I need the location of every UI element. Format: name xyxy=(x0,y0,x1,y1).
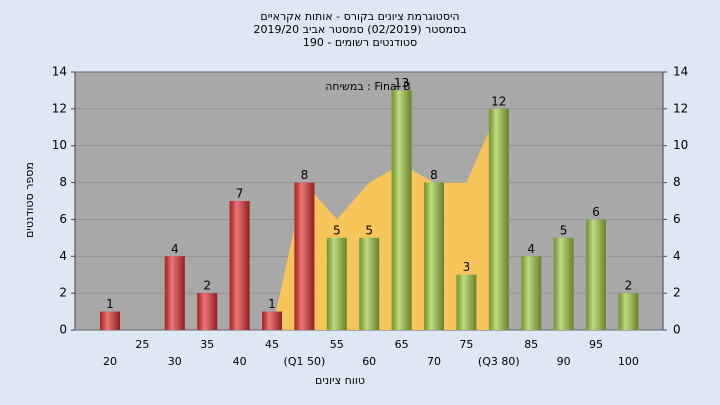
y-tick-label: 10 xyxy=(52,138,67,152)
x-tick-label: 65 xyxy=(395,338,409,351)
value-label: 4 xyxy=(171,242,179,256)
x-tick-label: 20 xyxy=(103,355,117,368)
x-tick-label: 45 xyxy=(265,338,279,351)
x-tick-label: 55 xyxy=(330,338,344,351)
bar-shade xyxy=(618,293,639,330)
y-tick-label: 8 xyxy=(59,175,67,189)
y-tick-label: 14 xyxy=(52,65,67,79)
x-tick-label: 90 xyxy=(557,355,571,368)
bar-shade xyxy=(294,182,315,330)
x-tick-label: 30 xyxy=(168,355,182,368)
value-label: 13 xyxy=(394,76,409,90)
value-label: 1 xyxy=(106,297,114,311)
x-tick-label: 70 xyxy=(427,355,441,368)
bar-shade xyxy=(456,274,477,330)
bar-shade xyxy=(197,293,218,330)
y-tick-label: 2 xyxy=(59,286,67,300)
bar-shade xyxy=(326,237,347,330)
y-axis-label: מספר סטודנטים xyxy=(23,162,36,238)
y-tick-label: 6 xyxy=(59,212,67,226)
y2-tick-label: 6 xyxy=(673,212,681,226)
bar-shade xyxy=(488,108,509,330)
x-tick-label: 35 xyxy=(200,338,214,351)
value-label: 5 xyxy=(333,223,341,237)
bar-shade xyxy=(553,237,574,330)
value-label: 7 xyxy=(236,187,244,201)
value-label: 2 xyxy=(625,279,633,293)
x-tick-label: 25 xyxy=(135,338,149,351)
bar-shade xyxy=(424,182,444,330)
annotation: במשיחה : Final B xyxy=(325,80,411,93)
y2-tick-label: 2 xyxy=(673,286,681,300)
value-label: 8 xyxy=(430,168,438,182)
value-label: 8 xyxy=(301,168,309,182)
y2-tick-label: 12 xyxy=(673,101,688,115)
bar-shade xyxy=(586,219,606,330)
value-label: 5 xyxy=(560,223,568,237)
y2-tick-label: 10 xyxy=(673,138,688,152)
value-label: 12 xyxy=(491,94,506,108)
value-label: 1 xyxy=(268,297,276,311)
value-label: 3 xyxy=(463,260,471,274)
x-tick-label: 40 xyxy=(233,355,247,368)
value-label: 6 xyxy=(592,205,600,219)
bar-shade xyxy=(262,311,282,330)
y2-tick-label: 0 xyxy=(673,323,681,337)
y-tick-label: 12 xyxy=(52,101,67,115)
x-axis-label: טווח ציונים xyxy=(315,374,365,387)
y2-tick-label: 8 xyxy=(673,175,681,189)
bar-shade xyxy=(229,201,250,330)
x-tick-label: (Q1 50) xyxy=(284,355,326,368)
x-tick-label: (Q3 80) xyxy=(478,355,520,368)
x-tick-label: 60 xyxy=(362,355,376,368)
bar-shade xyxy=(164,256,185,330)
x-tick-label: 75 xyxy=(459,338,473,351)
bar-shade xyxy=(100,311,120,330)
y-tick-label: 0 xyxy=(59,323,67,337)
x-tick-label: 100 xyxy=(618,355,639,368)
y2-tick-label: 14 xyxy=(673,65,688,79)
value-label: 4 xyxy=(527,242,535,256)
bar-shade xyxy=(521,256,542,330)
y2-tick-label: 4 xyxy=(673,249,681,263)
value-label: 2 xyxy=(203,279,211,293)
bar-shade xyxy=(391,90,412,330)
title-line: היסטוגרמת ציונים בקורס - אותות אקראיים xyxy=(260,10,459,23)
bar-shade xyxy=(359,237,380,330)
x-tick-label: 95 xyxy=(589,338,603,351)
y-tick-label: 4 xyxy=(59,249,67,263)
x-tick-label: 85 xyxy=(524,338,538,351)
title-line: בסמסטר (02/2019) סמסטר אביב 2019/20 xyxy=(253,23,466,36)
value-label: 5 xyxy=(365,223,373,237)
title-line: סטודנטים רשומים - 190 xyxy=(303,36,417,49)
